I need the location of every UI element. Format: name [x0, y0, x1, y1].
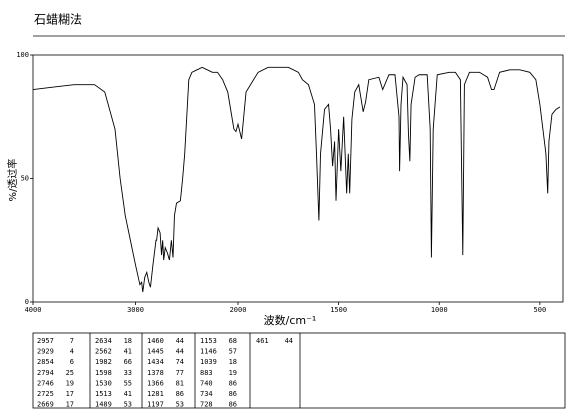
table-wavenumber: 1982 — [95, 358, 112, 366]
x-tick-label: 4000 — [25, 306, 42, 314]
table-transmittance: 25 — [66, 369, 74, 377]
table-wavenumber: 1460 — [147, 337, 164, 345]
table-wavenumber: 740 — [200, 379, 213, 387]
y-tick-label: 100 — [16, 51, 29, 59]
table-transmittance: 81 — [176, 379, 184, 387]
table-transmittance: 41 — [124, 348, 132, 356]
x-tick-label: 2000 — [230, 306, 247, 314]
table-transmittance: 55 — [124, 379, 132, 387]
table-transmittance: 86 — [176, 390, 184, 398]
y-tick-label: 50 — [21, 175, 29, 183]
table-transmittance: 66 — [124, 358, 132, 366]
table-transmittance: 68 — [229, 337, 237, 345]
table-wavenumber: 1530 — [95, 379, 112, 387]
table-wavenumber: 2562 — [95, 348, 112, 356]
table-transmittance: 53 — [176, 401, 184, 409]
x-tick-label: 500 — [534, 306, 547, 314]
x-tick-label: 3000 — [127, 306, 144, 314]
table-wavenumber: 1366 — [147, 379, 164, 387]
table-wavenumber: 2854 — [37, 358, 54, 366]
table-transmittance: 86 — [229, 390, 237, 398]
table-wavenumber: 2669 — [37, 401, 54, 409]
table-transmittance: 44 — [176, 348, 184, 356]
table-wavenumber: 1513 — [95, 390, 112, 398]
table-transmittance: 4 — [70, 348, 74, 356]
table-frame — [32, 332, 566, 409]
table-wavenumber: 1489 — [95, 401, 112, 409]
table-wavenumber: 1434 — [147, 358, 164, 366]
table-wavenumber: 2725 — [37, 390, 54, 398]
table-transmittance: 44 — [285, 337, 293, 345]
x-tick-label: 1000 — [431, 306, 448, 314]
table-transmittance: 74 — [176, 358, 184, 366]
y-axis-label: %/透过率 — [6, 159, 19, 202]
table-wavenumber: 1039 — [200, 358, 217, 366]
chart-title: 石蜡糊法 — [34, 12, 82, 27]
table-wavenumber: 1146 — [200, 348, 217, 356]
table-transmittance: 77 — [176, 369, 184, 377]
table-wavenumber: 1281 — [147, 390, 164, 398]
table-wavenumber: 1197 — [147, 401, 164, 409]
table-transmittance: 33 — [124, 369, 132, 377]
table-wavenumber: 1598 — [95, 369, 112, 377]
table-transmittance: 6 — [70, 358, 74, 366]
table-transmittance: 18 — [229, 358, 237, 366]
table-transmittance: 53 — [124, 401, 132, 409]
table-wavenumber: 2794 — [37, 369, 54, 377]
table-transmittance: 17 — [66, 390, 74, 398]
table-wavenumber: 1445 — [147, 348, 164, 356]
plot-frame — [32, 54, 564, 303]
table-transmittance: 44 — [176, 337, 184, 345]
x-axis-label: 波数/cm⁻¹ — [264, 314, 317, 327]
table-transmittance: 86 — [229, 379, 237, 387]
table-transmittance: 18 — [124, 337, 132, 345]
y-tick-label: 0 — [25, 298, 29, 306]
table-wavenumber: 2957 — [37, 337, 54, 345]
table-wavenumber: 2634 — [95, 337, 112, 345]
table-wavenumber: 2746 — [37, 379, 54, 387]
table-transmittance: 19 — [66, 379, 74, 387]
table-transmittance: 41 — [124, 390, 132, 398]
table-wavenumber: 461 — [256, 337, 269, 345]
table-transmittance: 19 — [229, 369, 237, 377]
table-wavenumber: 728 — [200, 401, 213, 409]
table-transmittance: 86 — [229, 401, 237, 409]
table-transmittance: 17 — [66, 401, 74, 409]
table-wavenumber: 883 — [200, 369, 213, 377]
x-tick-label: 1500 — [330, 306, 347, 314]
table-wavenumber: 1378 — [147, 369, 164, 377]
table-wavenumber: 1153 — [200, 337, 217, 345]
table-transmittance: 57 — [229, 348, 237, 356]
table-wavenumber: 734 — [200, 390, 213, 398]
table-transmittance: 7 — [70, 337, 74, 345]
spectrum-line — [32, 66, 561, 293]
table-wavenumber: 2929 — [37, 348, 54, 356]
